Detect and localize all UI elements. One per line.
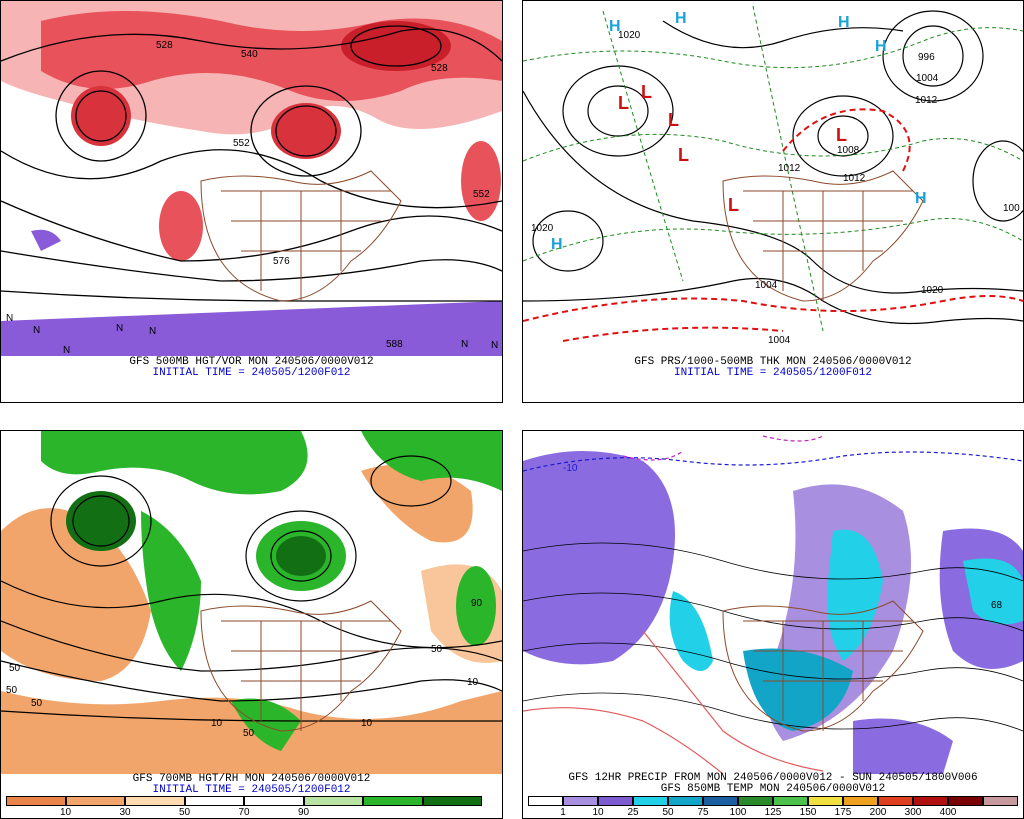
colorbar-tick: 50	[178, 807, 191, 818]
colorbar-tick: 400	[939, 807, 957, 818]
colorbar-swatch	[948, 796, 983, 806]
colorbar-tick: 25	[627, 807, 639, 818]
colorbar-tick: 175	[834, 807, 852, 818]
panel4-caption: GFS 12HR PRECIP FROM MON 240506/0000V012…	[568, 772, 978, 784]
colorbar-swatch	[363, 796, 423, 806]
panel-pressure-thickness: GFS PRS/1000-500MB THK MON 240506/0000V0…	[522, 0, 1024, 403]
panel1-initial-time: INITIAL TIME = 240505/1200F012	[152, 367, 351, 379]
precip-colorbar-ticks: 1 10 25 50 75 100 125 150 175 200 300 400	[528, 807, 1018, 818]
colorbar-swatch	[703, 796, 738, 806]
pressure-map	[523, 1, 1023, 356]
colorbar-swatch	[125, 796, 185, 806]
colorbar-tick: 125	[764, 807, 782, 818]
colorbar-tick: 75	[697, 807, 709, 818]
panel2-initial-time: INITIAL TIME = 240505/1200F012	[673, 367, 873, 379]
colorbar-swatch	[913, 796, 948, 806]
colorbar-swatch	[303, 796, 363, 806]
panel3-initial-time: INITIAL TIME = 240505/1200F012	[152, 784, 351, 796]
colorbar-swatch	[244, 796, 304, 806]
panel-500mb-vort: GFS 500MB HGT/VOR MON 240506/0000V012 IN…	[0, 0, 503, 403]
colorbar-swatch	[668, 796, 703, 806]
colorbar-swatch	[184, 796, 244, 806]
colorbar-tick: 10	[59, 807, 72, 818]
colorbar-swatch	[563, 796, 598, 806]
colorbar-tick: 200	[869, 807, 887, 818]
colorbar-swatch	[422, 796, 482, 806]
colorbar-tick: 1	[560, 807, 566, 818]
colorbar-tick: 90	[297, 807, 310, 818]
colorbar-swatch	[633, 796, 668, 806]
colorbar-swatch	[65, 796, 125, 806]
colorbar-tick: 50	[662, 807, 674, 818]
panel-700mb-rh: GFS 700MB HGT/RH MON 240506/0000V012 INI…	[0, 430, 503, 819]
colorbar-swatch	[983, 796, 1018, 806]
colorbar-tick: 100	[729, 807, 747, 818]
colorbar-swatch	[598, 796, 633, 806]
rh-colorbar	[6, 796, 482, 806]
colorbar-tick: 30	[119, 807, 131, 818]
colorbar-swatch	[808, 796, 843, 806]
rh-colorbar-ticks: 10 30 50 70 90	[6, 807, 482, 818]
colorbar-swatch	[6, 796, 66, 806]
colorbar-swatch	[528, 796, 563, 806]
panel4-subcaption: GFS 850MB TEMP MON 240506/0000V012	[660, 783, 886, 795]
humidity-map	[1, 431, 502, 774]
colorbar-tick: 10	[592, 807, 604, 818]
colorbar-swatch	[738, 796, 773, 806]
panel2-caption: GFS PRS/1000-500MB THK MON 240506/0000V0…	[634, 356, 912, 368]
colorbar-swatch	[878, 796, 913, 806]
colorbar-swatch	[773, 796, 808, 806]
colorbar-tick: 70	[238, 807, 250, 818]
colorbar-tick: 300	[904, 807, 922, 818]
colorbar-swatch	[843, 796, 878, 806]
precip-map	[523, 431, 1023, 774]
panel-precip-850temp: GFS 12HR PRECIP FROM MON 240506/0000V012…	[522, 430, 1024, 819]
vorticity-map	[1, 1, 502, 356]
colorbar-tick: 150	[799, 807, 817, 818]
precip-colorbar	[528, 796, 1018, 806]
panel3-caption: GFS 700MB HGT/RH MON 240506/0000V012	[132, 773, 371, 785]
panel1-caption: GFS 500MB HGT/VOR MON 240506/0000V012	[129, 356, 374, 368]
